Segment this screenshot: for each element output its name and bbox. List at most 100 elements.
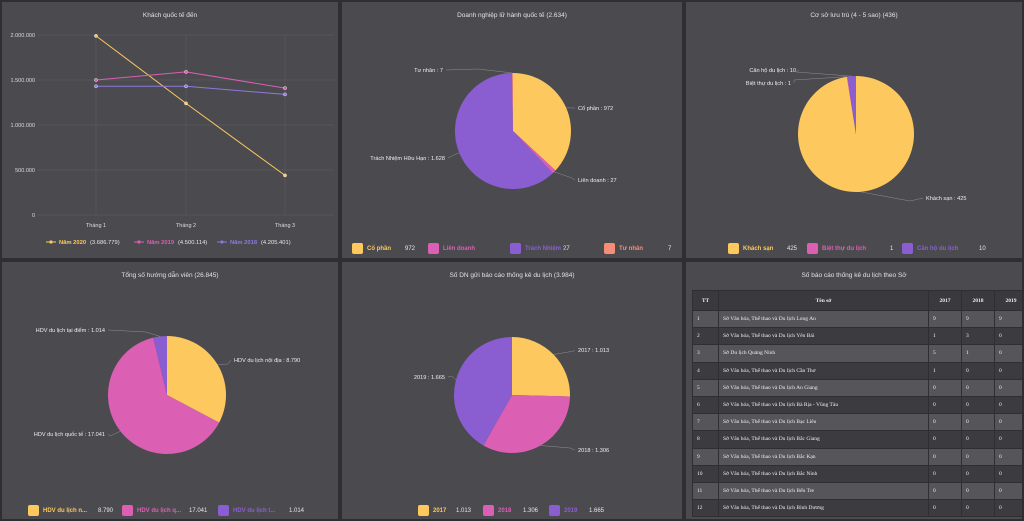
col-header-2018[interactable]: 2018 [961,290,995,311]
legend-item[interactable]: HDV du lịch n... 8.790 [28,505,113,516]
agencies-title: Doanh nghiệp lữ hành quốc tế (2.634) [457,12,567,19]
pie-label-leader [447,375,457,381]
table-row[interactable]: 9 Sở Văn hóa, Thể thao và Du lịch Bắc Kạn… [692,447,1022,466]
pie-slice-2[interactable] [454,337,512,446]
legend-value: 972 [405,245,416,252]
legend-value: 27 [563,245,570,252]
legend-value: 7 [668,245,672,252]
year-2017-cell: 0 [928,481,962,501]
pie-label: Căn hộ du lịch : 10 [749,68,796,74]
legend-label: HDV du lịch n... [43,507,88,514]
legend-swatch [510,243,521,254]
year-2018-cell: 0 [961,447,995,466]
legend-series-total: (4.500.114) [178,240,207,246]
table-row[interactable]: 6 Sở Văn hóa, Thể thao và Du lịch Bà Rịa … [692,395,1022,415]
dept-title: Số báo cáo thống kê du lịch theo Sở [801,272,907,279]
reports-panel: Số DN gửi báo cáo thống kê du lịch (3.98… [342,262,682,519]
table-row[interactable]: 11 Sở Văn hóa, Thể thao và Du lịch Bến Tr… [692,481,1022,501]
row-index-cell: 7 [692,413,719,432]
pie-label: Tư nhân : 7 [414,68,443,74]
table-row[interactable]: 3 Sở Du lịch Quảng Ninh 5 1 0 [692,344,1022,363]
legend-item[interactable]: Trách Nhiệm ...1.628 [510,243,568,254]
legend-item[interactable]: 2018 1.306 [483,505,538,516]
row-index-cell: 4 [692,361,719,380]
pie-slice-2[interactable] [153,336,167,395]
pie-label: HDV du lịch nội địa : 8.790 [234,358,300,364]
pie-label-leader [447,152,460,159]
pie-label-leader [554,171,576,181]
series-line-0 [95,35,286,176]
year-2017-cell: 0 [928,499,962,518]
pie-slice-0[interactable] [512,337,570,397]
guides-pie-chart: HDV du lịch nội địa : 8.790 HDV du lịch q… [34,327,300,454]
pie-slice-0[interactable] [167,336,226,423]
legend-label: Khách sạn [743,245,774,252]
legend-swatch [483,505,494,516]
pie-slice-2[interactable] [847,76,856,134]
legend-swatch [549,505,560,516]
year-2019-cell: 0 [994,344,1022,363]
row-index-cell: 5 [692,378,719,397]
legend-item[interactable]: Căn hộ du lịch 10 [902,243,986,254]
pie-slice-2[interactable] [455,73,553,190]
year-2019-cell: 0 [994,361,1022,380]
pie-slice-0[interactable] [513,73,571,171]
legend-item[interactable]: Biệt thự du lịch 1 [807,243,893,254]
legend-item[interactable]: Liên doanh 27 [428,243,570,254]
legend-label: Cổ phần [367,245,391,252]
year-2018-cell: 0 [961,481,995,501]
legend-item[interactable]: 2017 1.013 [418,505,471,516]
year-2017-cell: 0 [928,395,962,415]
data-point [94,34,98,38]
pie-label-leader [860,191,924,202]
legend-item[interactable]: Cổ phần 972 [352,243,415,254]
table-row[interactable]: 2 Sở Văn hóa, Thể thao và Du lịch Yên Bái… [692,327,1022,346]
table-row[interactable]: 8 Sở Văn hóa, Thể thao và Du lịch Bắc Gia… [692,430,1022,449]
pie-slice-1[interactable] [108,337,220,454]
table-row[interactable]: 1 Sở Văn hóa, Thể thao và Du lịch Long An… [692,309,1022,329]
col-header-2017[interactable]: 2017 [928,290,962,311]
data-point [283,173,287,178]
dept-name-cell: Sở Du lịch Quảng Ninh [718,344,929,363]
legend-swatch [352,243,363,254]
legend-swatch [807,243,818,254]
pie-label-leader [107,329,161,337]
data-point [94,84,98,89]
pie-slice-1[interactable] [513,131,556,174]
legend-item[interactable]: Tư nhân 7 [604,243,671,254]
legend-series-name: Năm 2018 [230,240,258,246]
year-2018-cell: 0 [961,361,995,380]
legend-item[interactable]: HDV du lịch q... 17.041 [122,505,207,516]
table-row[interactable]: 5 Sở Văn hóa, Thể thao và Du lịch An Gian… [692,378,1022,397]
legend-item[interactable]: Khách sạn 425 [728,243,797,254]
pie-slice-1[interactable] [846,76,856,134]
year-2019-cell: 0 [994,499,1022,518]
year-2017-cell: 0 [928,378,962,397]
col-header-2019[interactable]: 2019 [994,290,1022,311]
table-row[interactable]: 7 Sở Văn hóa, Thể thao và Du lịch Bạc Liê… [692,413,1022,432]
col-header-name[interactable]: Tên sở [718,290,929,311]
visitors-line-chart: 0 500.000 1.000.000 1.500.000 2.000.000 Tháng… [11,33,334,246]
table-row[interactable]: 4 Sở Văn hóa, Thể thao và Du lịch Cần Thơ… [692,361,1022,380]
table-header-row: TT Tên sở 2017 2018 2019 [692,290,1022,311]
legend-value: 1.013 [456,507,472,514]
legend-label: Biệt thự du lịch [822,245,867,252]
year-2018-cell: 0 [961,378,995,397]
pie-label: 2018 : 1.306 [578,448,609,454]
row-index-cell: 3 [692,344,719,363]
legend-item[interactable]: 2019 1.665 [549,505,604,516]
pie-slice-1[interactable] [483,395,570,453]
table-row[interactable]: 10 Sở Văn hóa, Thể thao và Du lịch Bắc Ni… [692,464,1022,483]
pie-slice-3[interactable] [512,73,513,131]
legend-label: HDV du lịch t... [233,507,276,514]
table-row[interactable]: 12 Sở Văn hóa, Thể thao và Du lịch Bình D… [692,499,1022,518]
legend-item[interactable]: HDV du lịch t... 1.014 [218,505,304,516]
col-header-tt[interactable]: TT [692,290,719,311]
legend-label: Liên doanh [443,245,475,252]
legend-swatch [604,243,615,254]
year-2018-cell: 9 [961,309,995,329]
year-2019-cell: 0 [994,447,1022,466]
year-2017-cell: 9 [928,309,962,329]
guides-title: Tổng số hướng dẫn viên (26.845) [121,272,219,279]
pie-label: 2017 : 1.013 [578,348,609,354]
